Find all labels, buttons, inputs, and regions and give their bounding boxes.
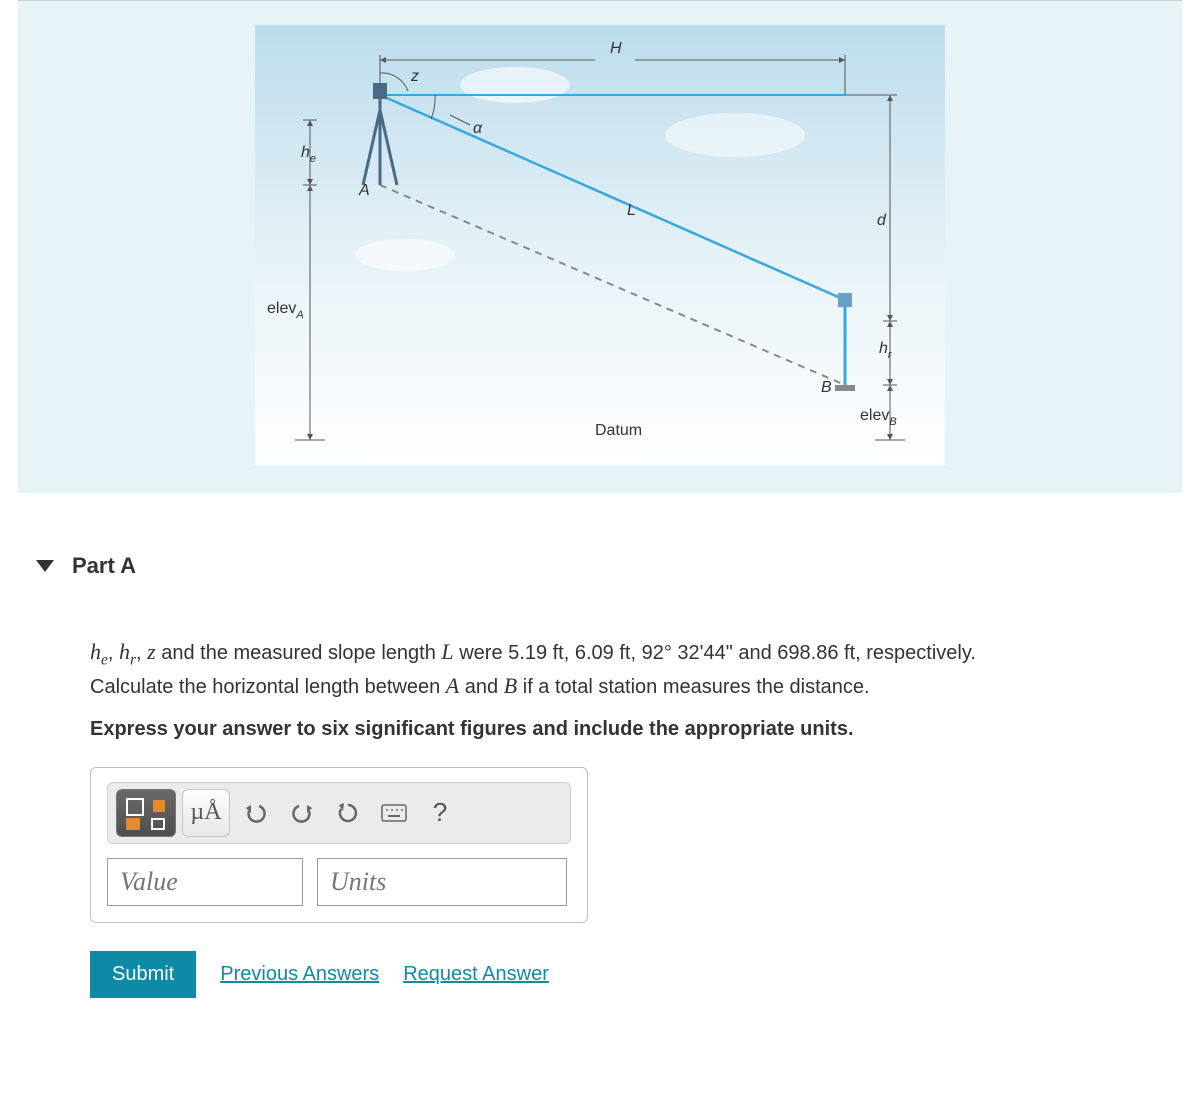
figure-container: H z α A he bbox=[18, 1, 1182, 493]
diagram-svg: H z α A he bbox=[255, 25, 945, 465]
part-header[interactable]: Part A bbox=[0, 493, 1200, 579]
label-d: d bbox=[877, 212, 887, 229]
answer-toolbar: µÅ ? bbox=[107, 782, 571, 844]
reset-icon bbox=[337, 802, 359, 824]
label-B: B bbox=[821, 379, 832, 396]
label-A: A bbox=[358, 182, 370, 199]
reset-button[interactable] bbox=[328, 789, 368, 837]
problem-statement: he, hr, z and the measured slope length … bbox=[90, 637, 1140, 702]
label-L: L bbox=[627, 202, 636, 219]
instruction: Express your answer to six significant f… bbox=[90, 718, 1140, 741]
previous-answers-link[interactable]: Previous Answers bbox=[220, 963, 379, 986]
units-input[interactable] bbox=[317, 858, 567, 906]
vars: he, hr, z bbox=[90, 642, 156, 664]
value-input[interactable] bbox=[107, 858, 303, 906]
label-z: z bbox=[410, 68, 419, 85]
label-datum: Datum bbox=[595, 422, 642, 439]
request-answer-link[interactable]: Request Answer bbox=[403, 963, 549, 986]
answer-widget: µÅ ? bbox=[90, 767, 588, 923]
symbols-button[interactable]: µÅ bbox=[182, 789, 230, 837]
undo-button[interactable] bbox=[236, 789, 276, 837]
part-label: Part A bbox=[72, 553, 136, 579]
label-H: H bbox=[610, 40, 622, 57]
redo-button[interactable] bbox=[282, 789, 322, 837]
help-button[interactable]: ? bbox=[420, 789, 460, 837]
redo-icon bbox=[291, 803, 313, 823]
keyboard-icon bbox=[381, 804, 407, 822]
undo-icon bbox=[245, 803, 267, 823]
submit-button[interactable]: Submit bbox=[90, 951, 196, 998]
collapse-caret-icon[interactable] bbox=[36, 560, 54, 572]
label-alpha: α bbox=[473, 120, 483, 137]
figure: H z α A he bbox=[255, 25, 945, 465]
templates-button[interactable] bbox=[116, 789, 176, 837]
keyboard-button[interactable] bbox=[374, 789, 414, 837]
